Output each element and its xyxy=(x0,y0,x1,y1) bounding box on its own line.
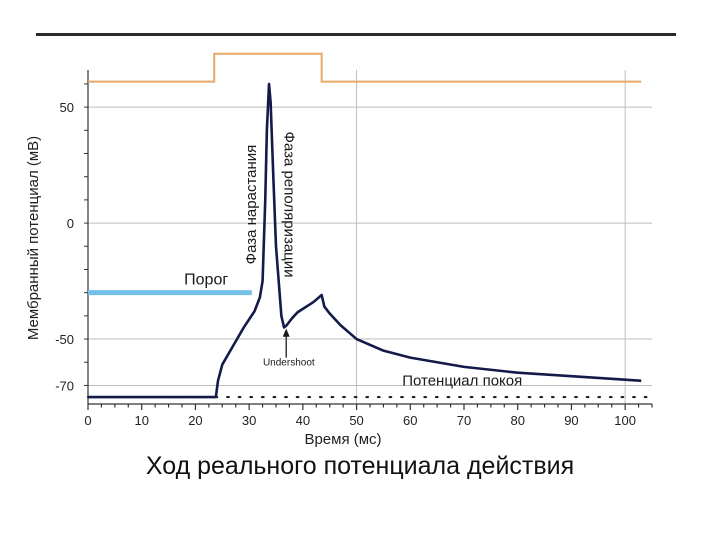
slide-caption: Ход реального потенциала действия xyxy=(145,452,575,480)
y-tick-label: 50 xyxy=(60,100,74,115)
x-tick-label: 10 xyxy=(134,413,148,428)
tick-labels: 0 10 20 30 40 50 60 70 80 90 100 -70 -50 0 50 xyxy=(55,100,636,428)
y-tick-label: -50 xyxy=(55,332,74,347)
x-axis-label: Время (мс) xyxy=(304,431,381,448)
rising-phase-label: Фаза нарастания xyxy=(243,145,260,265)
x-tick-label: 40 xyxy=(296,413,310,428)
grid xyxy=(88,70,652,404)
chart-marks xyxy=(86,52,654,399)
resting-potential-label: Потенциал покоя xyxy=(402,372,522,389)
x-tick-label: 60 xyxy=(403,413,417,428)
threshold-label: Порог xyxy=(184,272,228,289)
action-potential-chart: 0 10 20 30 40 50 60 70 80 90 100 -70 -50 0 50 Порог Фаз… xyxy=(25,52,654,448)
x-tick-label: 80 xyxy=(510,413,524,428)
x-tick-label: 90 xyxy=(564,413,578,428)
action-potential-line xyxy=(88,82,642,399)
x-tick-label: 50 xyxy=(349,413,363,428)
title-rule xyxy=(36,33,676,36)
stimulus-line xyxy=(88,52,642,83)
undershoot-arrow-head xyxy=(282,328,290,337)
x-tick-label: 70 xyxy=(457,413,471,428)
x-tick-label: 20 xyxy=(188,413,202,428)
x-tick-label: 30 xyxy=(242,413,256,428)
undershoot-label: Undershoot xyxy=(263,358,315,369)
x-tick-label: 100 xyxy=(614,413,636,428)
y-tick-label: -70 xyxy=(55,378,74,393)
x-tick-label: 0 xyxy=(84,413,91,428)
annotations: Порог Фаза нарастания Фаза реполяризации Un… xyxy=(184,132,522,390)
y-axis-label: Мембранный потенциал (мВ) xyxy=(25,136,42,340)
repolarization-phase-label: Фаза реполяризации xyxy=(281,132,298,278)
axes xyxy=(84,70,653,410)
y-tick-label: 0 xyxy=(67,216,74,231)
